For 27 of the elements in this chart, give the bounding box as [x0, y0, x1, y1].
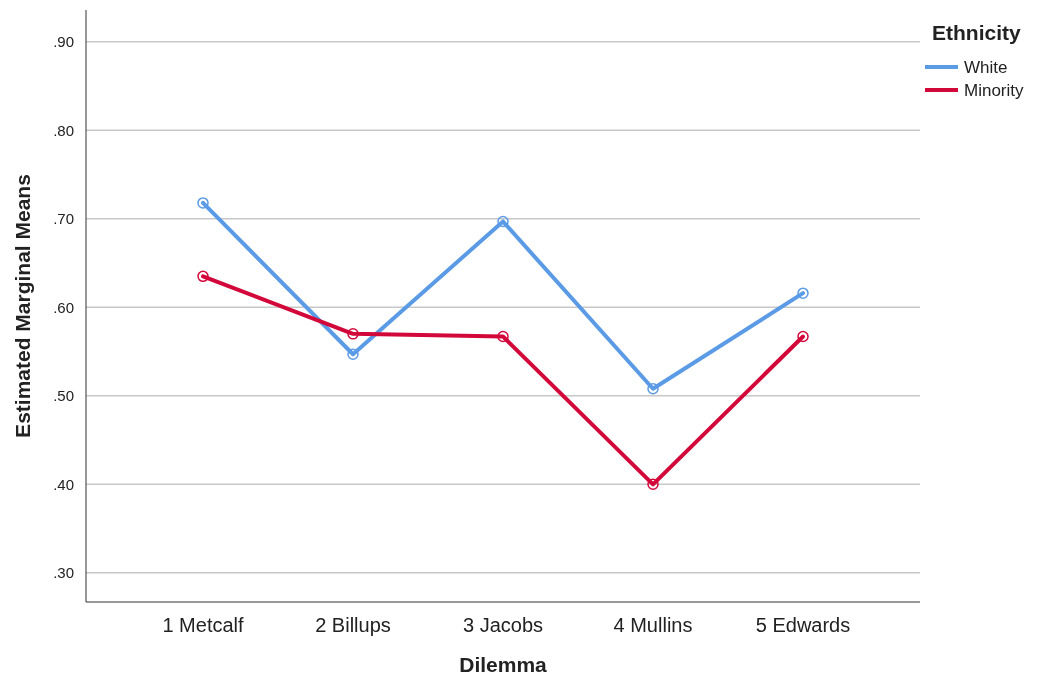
point	[647, 383, 659, 395]
y-tick-label: .30	[53, 564, 74, 582]
point	[197, 270, 209, 283]
x-tick-label: 3 Jacobs	[462, 614, 544, 636]
point	[797, 330, 809, 343]
point	[647, 478, 659, 491]
legend-label: White	[964, 57, 1008, 77]
y-tick-label: .80	[53, 121, 74, 139]
legend-label: Minority	[964, 80, 1025, 100]
point	[797, 287, 809, 299]
y-tick-label: .70	[53, 210, 74, 228]
x-tick-label: 2 Billups	[315, 614, 391, 636]
y-tick-label: .50	[53, 387, 74, 405]
point	[497, 330, 509, 343]
y-tick-label: .90	[53, 33, 74, 51]
x-axis-title: Dilemma	[459, 653, 548, 676]
legend-title: Ethnicity	[932, 21, 1021, 44]
x-tick-label: 4 Mullins	[613, 614, 693, 636]
y-tick-label: .40	[53, 475, 74, 493]
y-axis-title: Estimated Marginal Means	[11, 174, 34, 438]
point	[197, 197, 209, 209]
x-tick-label: 5 Edwards	[755, 614, 851, 636]
point	[347, 348, 359, 360]
x-tick-label: 1 Metcalf	[162, 614, 245, 636]
point	[347, 328, 359, 340]
y-tick-label: .60	[53, 298, 74, 316]
point	[497, 215, 509, 228]
